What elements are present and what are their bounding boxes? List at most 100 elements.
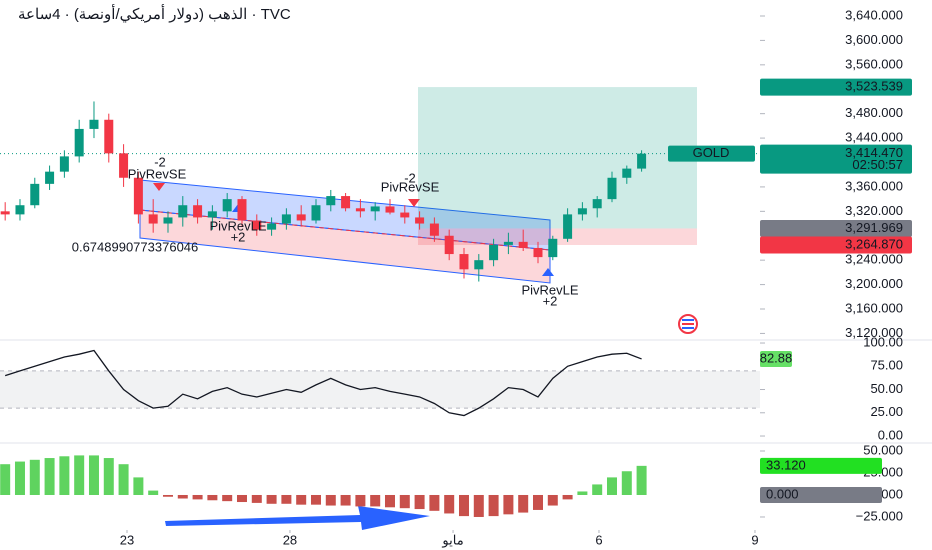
y-tick-label: 3,480.000 xyxy=(845,105,903,120)
y-tick-label: −25.000 xyxy=(856,508,903,523)
countdown: 02:50:57 xyxy=(852,157,903,172)
value-badge-label: 0.000 xyxy=(766,486,799,501)
candle-body xyxy=(637,153,647,169)
hist-bar xyxy=(547,494,558,506)
y-tick-label: 3,160.000 xyxy=(845,300,903,315)
x-tick-label: 23 xyxy=(120,532,134,547)
level-badge xyxy=(760,78,912,96)
hist-bar xyxy=(370,494,381,507)
annotation: -2 xyxy=(404,170,416,185)
y-tick-label: 3,320.000 xyxy=(845,203,903,218)
candle-body xyxy=(148,214,158,224)
hist-bar xyxy=(236,494,247,503)
candle-body xyxy=(193,205,203,218)
level-badge xyxy=(760,219,912,237)
hist-bar xyxy=(384,494,395,508)
candle-body xyxy=(489,244,499,261)
y-tick-label: 3,120.000 xyxy=(845,325,903,340)
hist-bar xyxy=(266,494,277,504)
candle-body xyxy=(119,153,129,178)
y-tick-label: 0.00 xyxy=(878,427,903,442)
hist-bar xyxy=(133,477,144,495)
annotation: -2 xyxy=(154,154,166,169)
candle-body xyxy=(518,241,528,248)
candle-body xyxy=(592,199,602,209)
hist-bar xyxy=(414,494,425,510)
candle-body xyxy=(503,241,513,245)
candle-body xyxy=(385,206,395,213)
candle-body xyxy=(400,212,410,218)
value-badge xyxy=(760,457,882,474)
hist-bar xyxy=(14,461,25,495)
hist-bar xyxy=(0,464,11,495)
target-zone xyxy=(418,87,697,229)
annotation: PivRevLE xyxy=(521,282,578,297)
y-tick-label: 3,600.000 xyxy=(845,32,903,47)
x-tick-label: 6 xyxy=(595,532,602,547)
hist-bar xyxy=(177,494,188,499)
value-badge-label: 82.88 xyxy=(760,350,793,365)
hist-bar xyxy=(503,494,514,515)
hist-bar xyxy=(207,494,218,501)
price-badge-label: 3,414.470 xyxy=(845,145,903,160)
candle-body xyxy=(15,205,25,215)
hist-bar xyxy=(399,494,410,509)
hist-bar xyxy=(281,494,292,504)
candle-body xyxy=(178,205,188,218)
hist-bar xyxy=(488,494,499,517)
candle-body xyxy=(45,171,55,184)
signal-arrow xyxy=(153,183,165,191)
candle-body xyxy=(607,177,617,200)
hist-bar xyxy=(296,494,307,505)
x-tick-label: 28 xyxy=(283,532,297,547)
candle-body xyxy=(0,211,10,215)
value-badge xyxy=(760,350,792,367)
y-tick-label: 3,240.000 xyxy=(845,252,903,267)
y-tick-label: 50.000 xyxy=(863,442,903,457)
hist-bar xyxy=(251,494,262,503)
hist-bar xyxy=(162,494,173,497)
y-tick-label: 3,560.000 xyxy=(845,56,903,71)
y-tick-label: 25.00 xyxy=(870,404,903,419)
price-badge xyxy=(760,144,912,174)
hist-bar xyxy=(458,494,469,517)
candle-body xyxy=(415,217,425,224)
candle-body xyxy=(326,196,336,206)
hist-bar xyxy=(340,494,351,506)
hist-bar xyxy=(621,471,632,495)
candle-body xyxy=(237,199,247,221)
annotation: PivRevLE xyxy=(209,218,266,233)
hist-bar xyxy=(562,494,573,500)
candle-body xyxy=(252,220,262,230)
candle-body xyxy=(459,254,469,270)
candle-body xyxy=(207,211,217,218)
level-badge-label: 3,291.969 xyxy=(845,220,903,235)
candle-body xyxy=(30,183,40,206)
y-tick-label: 75.00 xyxy=(870,358,903,373)
channel-mid xyxy=(139,209,551,251)
level-badge-label: 3,523.539 xyxy=(845,79,903,94)
hist-bar xyxy=(444,494,455,514)
value-badge xyxy=(760,486,882,503)
candle-body xyxy=(622,168,632,178)
candle-body xyxy=(163,217,173,224)
candle-body xyxy=(341,196,351,209)
candle-body xyxy=(533,247,543,258)
chart-title: الذهب (دولار أمريكي/أونصة) · 4ساعة · TVC xyxy=(18,4,291,23)
x-tick-label: 9 xyxy=(751,532,758,547)
y-tick-label: 3,440.000 xyxy=(845,130,903,145)
rsi-line xyxy=(4,349,642,417)
candle-body xyxy=(281,214,291,224)
annotation: PivRevSE xyxy=(381,179,440,194)
stop-zone xyxy=(418,228,697,245)
hist-bar xyxy=(103,458,114,495)
hist-bar xyxy=(532,494,543,510)
signal-arrow xyxy=(542,268,554,276)
hist-bar xyxy=(44,458,55,495)
candle-body xyxy=(548,238,558,258)
candle-body xyxy=(59,156,69,172)
symbol-badge xyxy=(668,145,755,162)
hist-bar xyxy=(59,456,70,495)
annotation: +2 xyxy=(231,229,246,244)
candle-body xyxy=(370,206,380,212)
